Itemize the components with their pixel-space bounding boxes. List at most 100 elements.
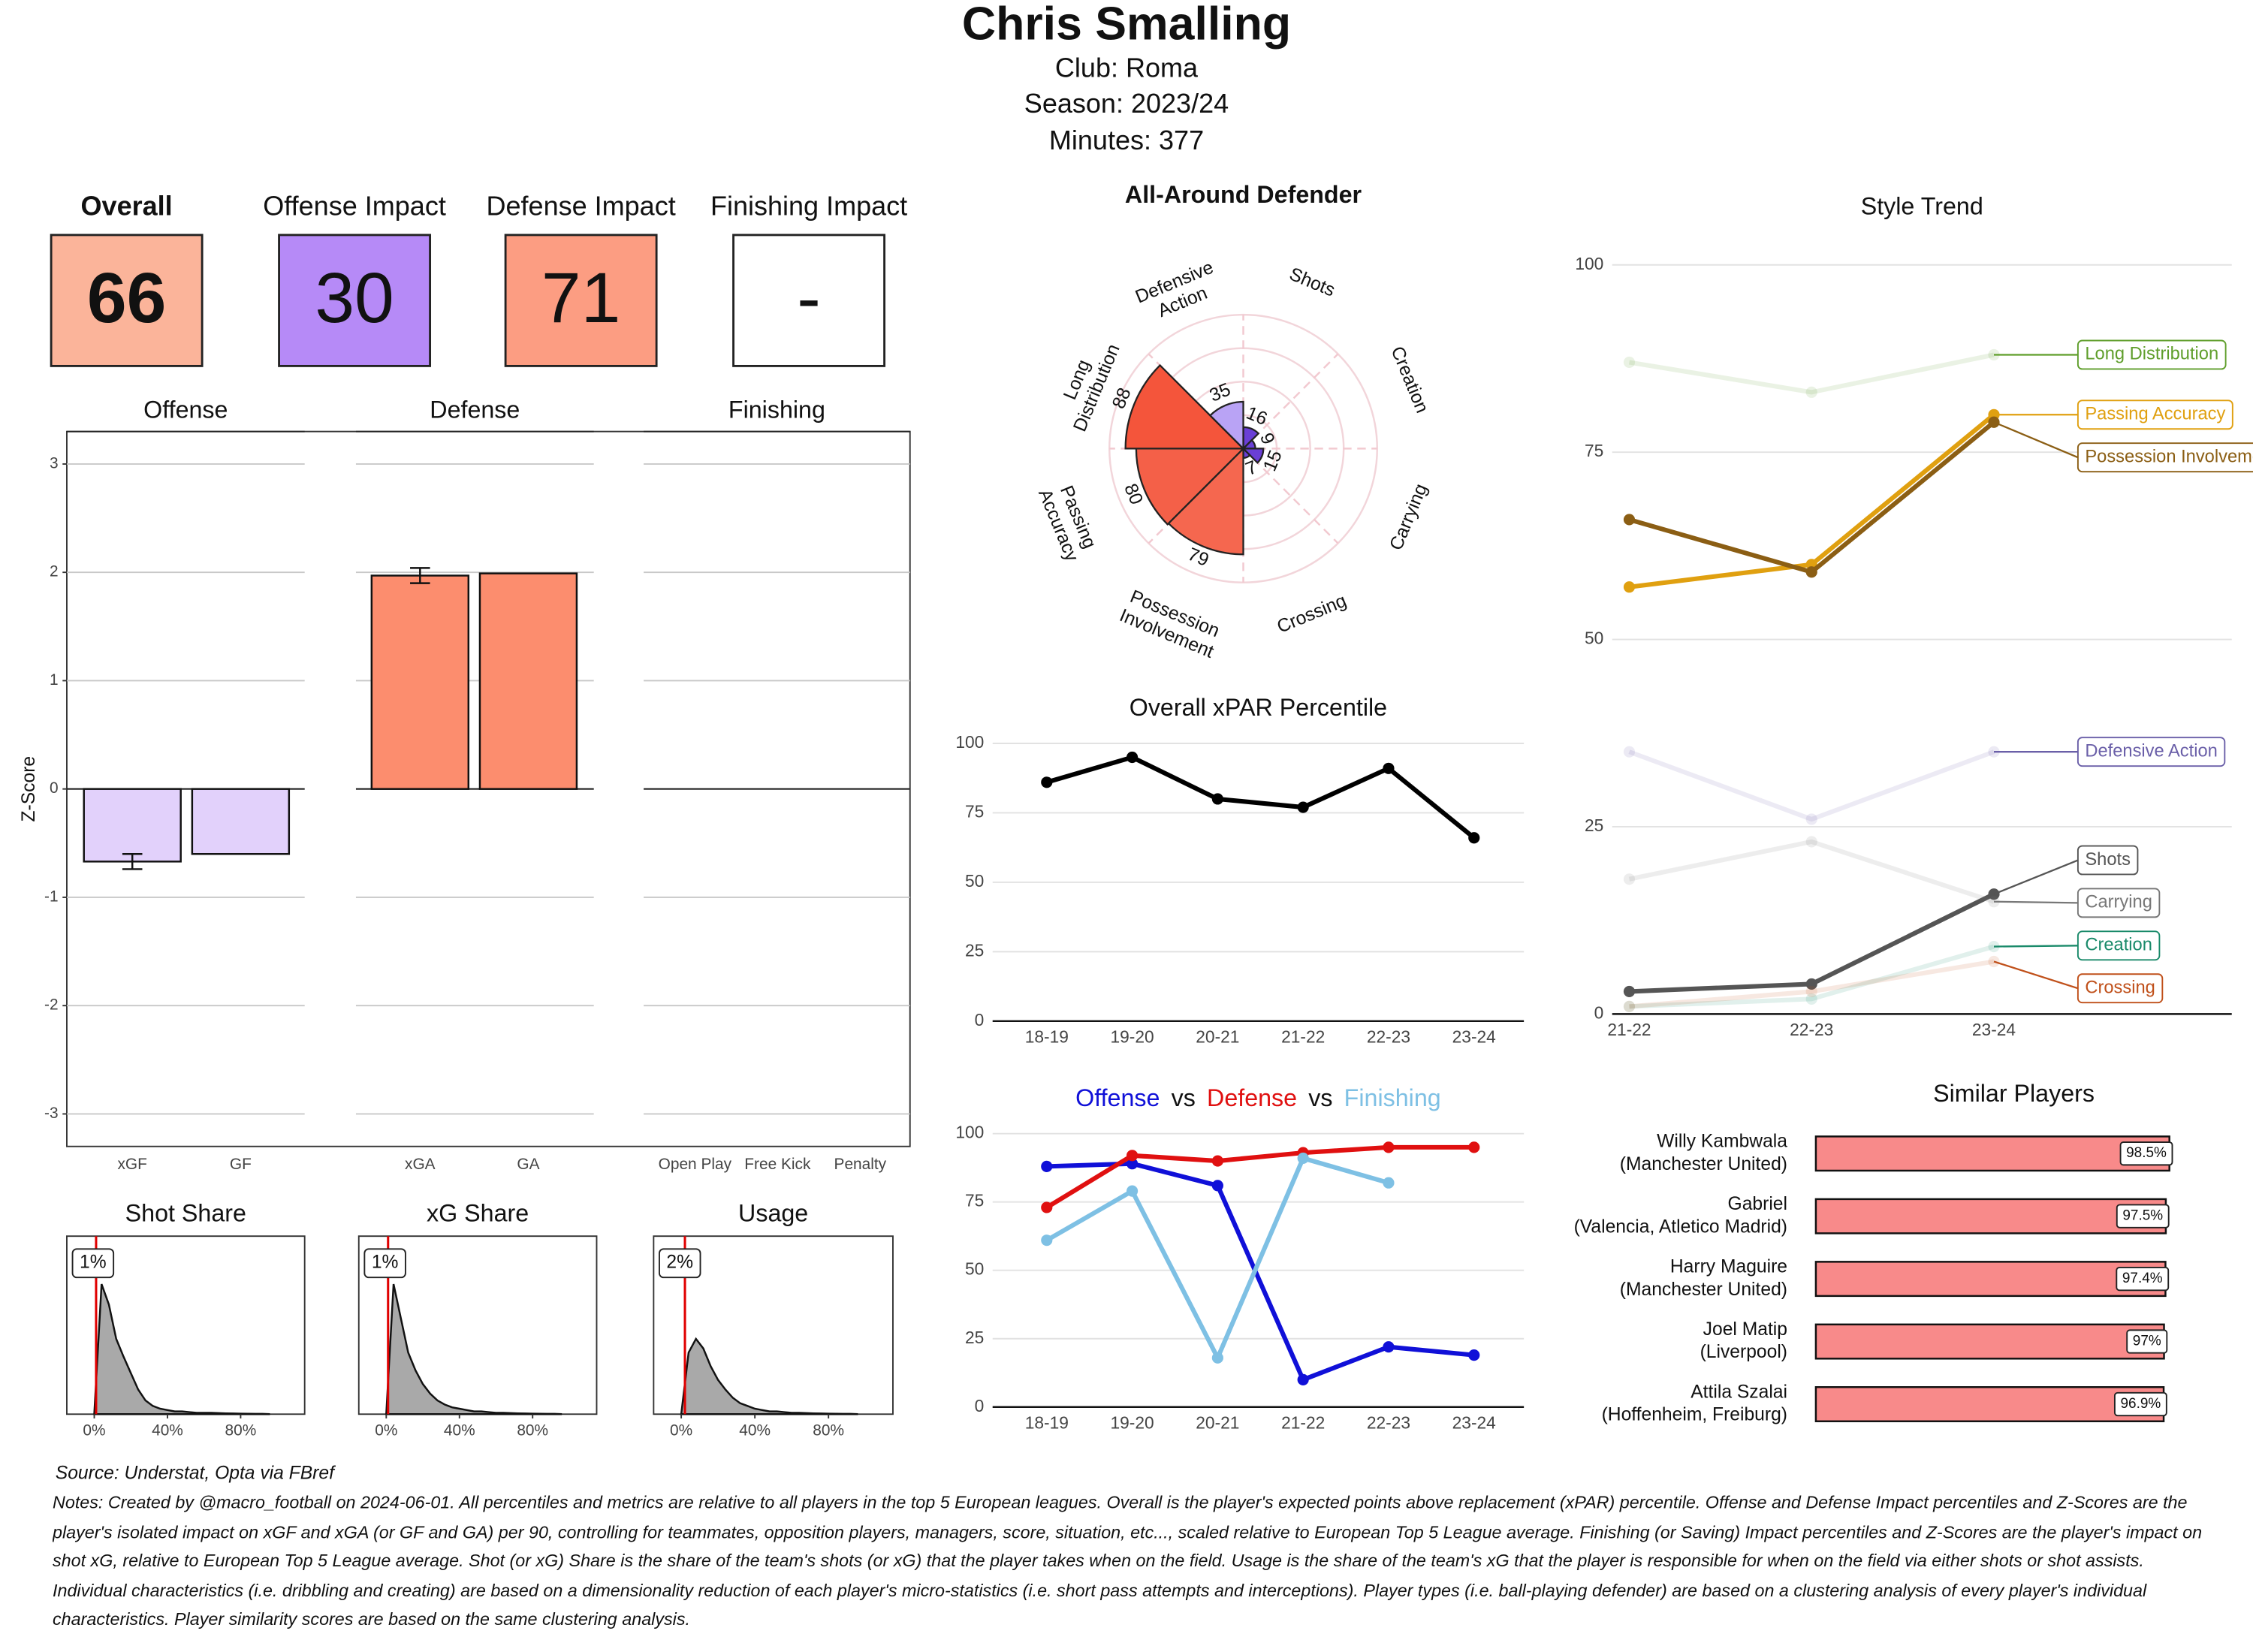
x-tick-label: 80% bbox=[517, 1422, 548, 1439]
panel-title: Usage bbox=[738, 1199, 808, 1226]
source: Source: Understat, Opta via FBref bbox=[56, 1463, 336, 1483]
card-box bbox=[504, 234, 658, 367]
y-tick-label: 2 bbox=[50, 563, 59, 580]
x-tick-label: 20-21 bbox=[1196, 1413, 1239, 1433]
category-label-part: Carrying bbox=[1386, 481, 1431, 553]
x-tick-label: 40% bbox=[444, 1422, 475, 1439]
label-connector bbox=[1993, 945, 2078, 948]
value-label-box bbox=[2116, 1204, 2170, 1228]
category-label: Creation bbox=[1387, 343, 1433, 415]
point bbox=[1805, 386, 1817, 398]
line bbox=[1045, 755, 1476, 840]
x-tick-label: 0% bbox=[375, 1422, 397, 1439]
point bbox=[1041, 1160, 1053, 1172]
marker-label: 1% bbox=[372, 1253, 399, 1273]
point bbox=[1988, 896, 2000, 908]
y-tick-label: 100 bbox=[955, 732, 984, 752]
value-label: 98.5% bbox=[2126, 1145, 2167, 1161]
y-tick-label: 75 bbox=[965, 1191, 984, 1210]
category-label-part: DefensiveAction bbox=[1133, 257, 1224, 327]
point bbox=[1468, 832, 1480, 844]
x-tick-label: 80% bbox=[225, 1422, 257, 1439]
bar bbox=[83, 788, 182, 863]
line bbox=[1629, 959, 1995, 1009]
legend-box bbox=[2077, 930, 2161, 961]
wedge bbox=[1167, 446, 1244, 556]
point bbox=[1126, 751, 1139, 764]
x-tick-label: 21-22 bbox=[1281, 1413, 1325, 1433]
player-name: Harry Maguire bbox=[1670, 1256, 1787, 1277]
x-tick-label: xGA bbox=[405, 1156, 436, 1173]
point bbox=[1623, 1000, 1636, 1012]
wedge bbox=[1241, 448, 1265, 464]
y-tick-label: 25 bbox=[965, 1328, 984, 1347]
point bbox=[1211, 1155, 1223, 1167]
point bbox=[1805, 566, 1817, 578]
point bbox=[1126, 1185, 1139, 1197]
notes: Notes: Created by @macro_football on 202… bbox=[53, 1492, 2203, 1629]
point bbox=[1623, 1000, 1636, 1012]
card-box bbox=[278, 234, 432, 367]
value-label-box bbox=[2116, 1266, 2170, 1292]
card-box bbox=[50, 234, 204, 367]
panel-title: Shot Share bbox=[125, 1199, 246, 1226]
x-tick-label: 22-23 bbox=[1367, 1413, 1410, 1433]
point bbox=[1805, 813, 1817, 825]
player-club: (Valencia, Atletico Madrid) bbox=[1574, 1216, 1787, 1237]
x-tick-label: 18-19 bbox=[1025, 1027, 1069, 1047]
card-box bbox=[732, 234, 886, 367]
category-label: Crossing bbox=[1274, 590, 1350, 637]
line bbox=[1628, 352, 1995, 395]
bar bbox=[370, 574, 470, 790]
point bbox=[1041, 776, 1053, 788]
x-tick-label: xGF bbox=[118, 1156, 147, 1173]
y-tick-label: 25 bbox=[1585, 815, 1603, 835]
y-tick-label: 50 bbox=[965, 1259, 984, 1279]
value-label-box bbox=[2113, 1391, 2167, 1417]
value-label: 97.4% bbox=[2122, 1271, 2163, 1286]
value-label-box bbox=[2126, 1329, 2168, 1354]
chart-title: All-Around Defender bbox=[1125, 181, 1362, 208]
y-tick-label: 100 bbox=[1575, 254, 1603, 273]
y-tick-label: 75 bbox=[965, 801, 984, 821]
x-tick-label: 40% bbox=[739, 1422, 771, 1439]
marker-label-box bbox=[658, 1248, 701, 1279]
point bbox=[1211, 1352, 1223, 1364]
legend-label: Possession Involvement bbox=[2085, 447, 2253, 466]
category-label: PassingAccuracy bbox=[1035, 478, 1102, 565]
point bbox=[1623, 873, 1636, 885]
y-tick-label: 0 bbox=[50, 779, 59, 797]
legend-box bbox=[2077, 973, 2164, 1004]
card-value: 71 bbox=[541, 258, 620, 338]
info-line: Season: 2023/24 bbox=[1024, 88, 1229, 119]
legend-box bbox=[2077, 399, 2233, 430]
marker-label-box bbox=[71, 1248, 115, 1279]
point bbox=[1468, 1141, 1480, 1153]
point bbox=[1383, 1341, 1395, 1353]
label-connector bbox=[1993, 900, 2078, 904]
x-tick-label: Free Kick bbox=[744, 1156, 811, 1173]
y-tick-label: 0 bbox=[975, 1396, 985, 1415]
point bbox=[1211, 1180, 1223, 1192]
card-label: Finishing Impact bbox=[710, 190, 907, 221]
category-label: PossessionInvolvement bbox=[1117, 585, 1225, 662]
info-line: Club: Roma bbox=[1055, 52, 1199, 83]
x-tick-label: 19-20 bbox=[1110, 1027, 1154, 1047]
value-label: 97% bbox=[2133, 1334, 2161, 1349]
marker-label-box bbox=[363, 1248, 406, 1279]
line bbox=[1628, 839, 1995, 904]
point bbox=[1468, 1349, 1480, 1361]
panel-title: Defense bbox=[430, 396, 520, 424]
point bbox=[1383, 1141, 1395, 1153]
player-name: Willy Kambwala bbox=[1657, 1132, 1787, 1152]
point bbox=[1805, 836, 1817, 848]
legend-label: Passing Accuracy bbox=[2085, 405, 2225, 424]
player-club: (Hoffenheim, Freiburg) bbox=[1602, 1405, 1787, 1425]
value-label: 96.9% bbox=[2121, 1396, 2161, 1412]
title-part: Defense bbox=[1207, 1084, 1297, 1111]
y-tick-label: -2 bbox=[44, 996, 59, 1014]
title-part: Finishing bbox=[1344, 1084, 1441, 1111]
chart-title: Style Trend bbox=[1861, 192, 1983, 219]
y-tick-label: 1 bbox=[50, 671, 59, 689]
